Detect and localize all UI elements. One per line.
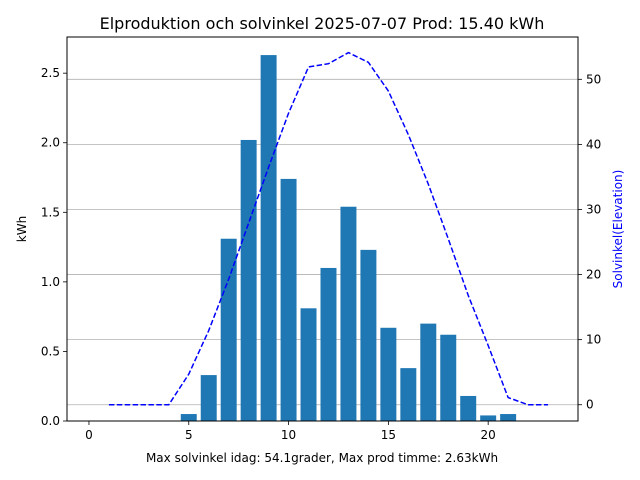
y-axis-left: 0.0 0.5 1.0 1.5 2.0 2.5 xyxy=(41,66,67,428)
y2-tick-label: 0 xyxy=(586,398,594,412)
bar xyxy=(500,414,517,421)
elevation-line-group xyxy=(108,51,549,406)
x-tick-label: 10 xyxy=(281,428,296,442)
y2-tick-label: 30 xyxy=(586,202,601,216)
bar xyxy=(220,238,237,421)
y2-axis-title: Solvinkel(Elevation) xyxy=(611,170,625,289)
y2-tick-label: 20 xyxy=(586,268,601,282)
x-tick-label: 0 xyxy=(85,428,93,442)
y-tick-label: 0.5 xyxy=(41,344,60,358)
bar xyxy=(400,368,417,421)
bar xyxy=(180,414,197,421)
bar xyxy=(380,327,397,421)
y-tick-label: 2.5 xyxy=(41,66,60,80)
bar xyxy=(360,249,377,421)
y-tick-label: 0.0 xyxy=(41,414,60,428)
bar xyxy=(440,334,457,421)
bar xyxy=(480,415,497,421)
bar xyxy=(420,323,437,421)
y-tick-label: 2.0 xyxy=(41,136,60,150)
bar xyxy=(260,55,277,422)
elevation-line xyxy=(108,51,549,406)
y-tick-label: 1.0 xyxy=(41,275,60,289)
x-tick-label: 5 xyxy=(185,428,193,442)
x-tick-label: 15 xyxy=(381,428,396,442)
bar xyxy=(240,139,257,421)
bars xyxy=(180,55,517,422)
plot-frame xyxy=(66,36,579,422)
x-tick-label: 20 xyxy=(481,428,496,442)
y-axis-title: kWh xyxy=(15,216,29,242)
bar xyxy=(200,375,217,421)
bar xyxy=(460,395,477,421)
bar xyxy=(340,206,357,421)
chart-title: Elproduktion och solvinkel 2025-07-07 Pr… xyxy=(100,14,545,33)
x-axis-title: Max solvinkel idag: 54.1grader, Max prod… xyxy=(146,451,498,465)
bar xyxy=(280,178,297,421)
bar xyxy=(300,308,317,421)
y2-tick-label: 10 xyxy=(586,333,601,347)
y2-tick-label: 50 xyxy=(586,72,601,86)
x-axis: 0 5 10 15 20 xyxy=(85,421,496,442)
bar xyxy=(320,267,337,421)
y-axis-right: 0 10 20 30 40 50 xyxy=(578,72,601,412)
y-tick-label: 1.5 xyxy=(41,205,60,219)
y2-tick-label: 40 xyxy=(586,137,601,151)
